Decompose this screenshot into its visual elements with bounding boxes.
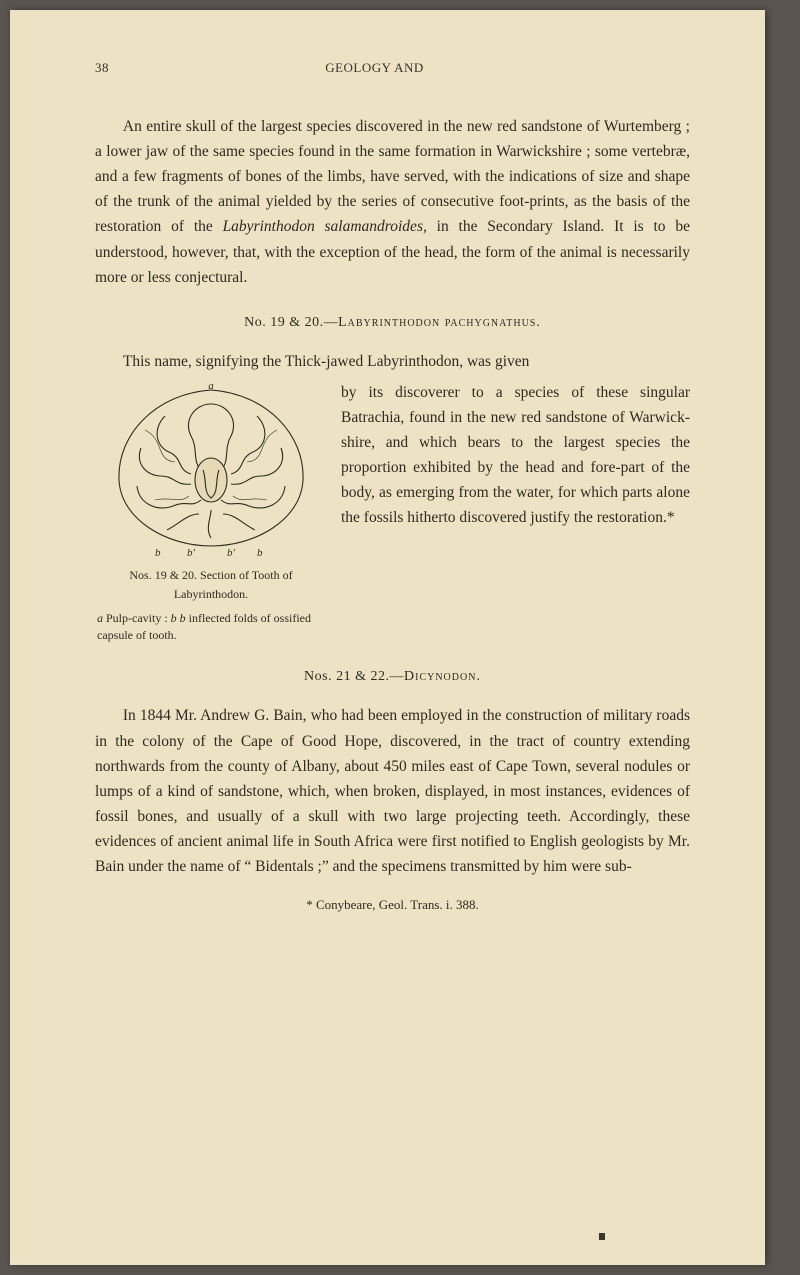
figure-caption: Nos. 19 & 20. Section of Tooth of Labyri… [95, 567, 327, 645]
heading2-prefix: Nos. 21 & 22.— [304, 669, 404, 684]
paragraph-1: An entire skull of the largest species d… [95, 114, 690, 290]
paragraph-2-lead: This name, signifying the Thick-jawed La… [95, 349, 690, 374]
page-header: 38 GEOLOGY AND [95, 60, 690, 76]
label-b1: b [155, 547, 161, 558]
footnote: * Conybeare, Geol. Trans. i. 388. [95, 897, 690, 913]
paragraph-3: In 1844 Mr. Andrew G. Bain, who had been… [95, 703, 690, 879]
heading1-prefix: No. 19 & 20.— [244, 315, 338, 330]
caption-sub: a Pulp-cavity : b b inflected folds of o… [95, 610, 327, 645]
tooth-section-figure: a b b' b' b [95, 380, 327, 558]
label-a: a [208, 380, 214, 392]
ornament-square [599, 1233, 605, 1240]
caption-sub-t1: Pulp-cavity : [103, 611, 171, 625]
page: 38 GEOLOGY AND An entire skull of the la… [10, 10, 765, 1265]
label-b3: b' [227, 547, 236, 558]
section-heading-1: No. 19 & 20.—Labyrinthodon pachygnathus. [95, 315, 690, 331]
caption-line2: Labyrinthodon. [95, 586, 327, 603]
caption-line1: Nos. 19 & 20. Section of Tooth of [129, 568, 292, 582]
label-b4: b [257, 547, 263, 558]
para1-italic: Laby­rinthodon salamandroides, [223, 218, 427, 235]
running-head: GEOLOGY AND [79, 60, 670, 76]
section-heading-2: Nos. 21 & 22.—Dicynodon. [95, 669, 690, 685]
figure-block: a b b' b' b Nos. 19 & 20. Section of Too… [95, 380, 690, 645]
figure-left: a b b' b' b Nos. 19 & 20. Section of Too… [95, 380, 327, 645]
figure-right-text: by its discoverer to a species of these … [341, 380, 690, 531]
heading1-title: Labyrinthodon pachygnathus. [338, 315, 541, 330]
label-b2: b' [187, 547, 196, 558]
heading2-title: Dicynodon. [404, 669, 481, 684]
caption-sub-b: b b [171, 611, 186, 625]
